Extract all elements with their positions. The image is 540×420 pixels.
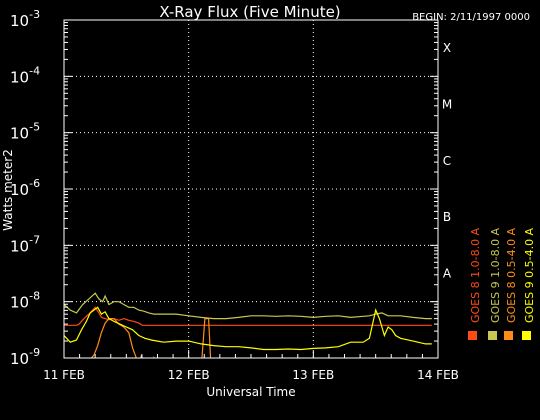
legend-swatch-2 xyxy=(504,331,513,340)
x-tick-label: 14 FEB xyxy=(417,368,459,382)
y-tick-label-exponent: -8 xyxy=(29,290,40,303)
chart-title: X-Ray Flux (Five Minute) xyxy=(159,3,340,21)
y-tick-label-exponent: -7 xyxy=(29,233,40,246)
y-tick-label: 10-7 xyxy=(10,233,40,255)
y-tick-label-base: 10 xyxy=(10,68,29,86)
legend-label-2: GOES 8 0.5-4.0 A xyxy=(505,227,518,323)
legend-swatch-3 xyxy=(488,331,497,340)
series-line-3 xyxy=(64,292,432,320)
y-tick-label-exponent: -6 xyxy=(29,177,40,190)
legend-label-3: GOES 9 1.0-8.0 A xyxy=(489,227,502,323)
y-axis-title: Watts meter2 xyxy=(1,149,15,231)
flare-class-label: A xyxy=(443,267,452,281)
y-tick-label: 10-9 xyxy=(10,346,40,368)
series-line-4 xyxy=(64,306,432,351)
series-line-1 xyxy=(64,306,432,326)
flare-class-label: M xyxy=(442,98,452,112)
y-tick-label-base: 10 xyxy=(10,181,29,199)
y-tick-label-base: 10 xyxy=(10,350,29,368)
y-tick-label-base: 10 xyxy=(10,12,29,30)
x-axis-title: Universal Time xyxy=(206,385,295,399)
begin-date-label: BEGIN: 2/11/1997 0000 xyxy=(412,12,530,23)
flare-class-label: X xyxy=(443,41,451,55)
legend-label-4: GOES 9 0.5-4.0 A xyxy=(523,227,536,323)
legend-swatch-4 xyxy=(522,331,531,340)
legend-swatch-1 xyxy=(468,331,477,340)
x-tick-label: 13 FEB xyxy=(292,368,334,382)
x-tick-label: 12 FEB xyxy=(168,368,210,382)
y-tick-label: 10-4 xyxy=(10,64,40,86)
y-tick-label-exponent: -9 xyxy=(29,346,40,359)
y-tick-label-base: 10 xyxy=(10,294,29,312)
y-tick-label: 10-5 xyxy=(10,121,40,143)
y-tick-label-base: 10 xyxy=(10,237,29,255)
y-tick-label-base: 10 xyxy=(10,125,29,143)
flare-class-label: C xyxy=(443,154,451,168)
legend-label-1: GOES 8 1.0-8.0 A xyxy=(469,227,482,323)
x-tick-label: 11 FEB xyxy=(43,368,85,382)
y-tick-label-exponent: -3 xyxy=(29,8,40,21)
y-tick-label: 10-6 xyxy=(10,177,40,199)
y-tick-label: 10-8 xyxy=(10,290,40,312)
plot-area: 10-910-810-710-610-510-410-311 FEB 12 FEB… xyxy=(10,8,459,382)
y-tick-label-exponent: -4 xyxy=(29,64,40,77)
series-line-2 xyxy=(90,318,212,358)
flare-class-label: B xyxy=(443,210,451,224)
y-tick-label-exponent: -5 xyxy=(29,121,40,134)
y-tick-label: 10-3 xyxy=(10,8,40,30)
